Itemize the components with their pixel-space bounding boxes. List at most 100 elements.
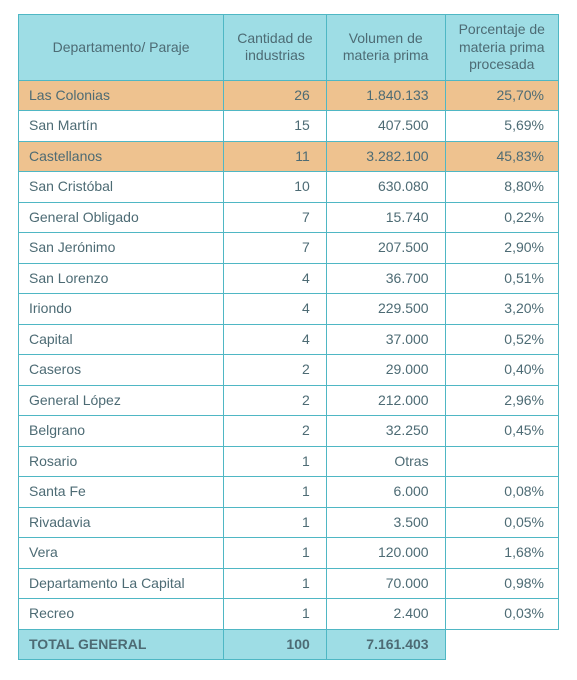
cell-vol: 37.000 <box>326 324 445 355</box>
cell-vol: Otras <box>326 446 445 477</box>
table-row: San Cristóbal10630.0808,80% <box>19 172 559 203</box>
cell-qty: 1 <box>224 477 327 508</box>
cell-label: San Martín <box>19 111 224 142</box>
cell-qty: 11 <box>224 141 327 172</box>
cell-pct: 3,20% <box>445 294 558 325</box>
header-row: Departamento/ Paraje Cantidad de industr… <box>19 15 559 81</box>
cell-label: Rivadavia <box>19 507 224 538</box>
cell-qty: 2 <box>224 355 327 386</box>
table-row: General Obligado715.7400,22% <box>19 202 559 233</box>
cell-label: Belgrano <box>19 416 224 447</box>
col-porcentaje: Porcentaje de materia prima procesada <box>445 15 558 81</box>
cell-qty: 2 <box>224 416 327 447</box>
cell-pct: 0,51% <box>445 263 558 294</box>
col-volumen: Volumen de materia prima <box>326 15 445 81</box>
cell-pct: 0,98% <box>445 568 558 599</box>
cell-label: Castellanos <box>19 141 224 172</box>
cell-vol: 120.000 <box>326 538 445 569</box>
cell-qty: 4 <box>224 294 327 325</box>
total-qty: 100 <box>224 629 327 660</box>
cell-qty: 1 <box>224 446 327 477</box>
cell-label: General López <box>19 385 224 416</box>
cell-qty: 1 <box>224 538 327 569</box>
cell-label: Las Colonias <box>19 80 224 111</box>
total-label: TOTAL GENERAL <box>19 629 224 660</box>
cell-vol: 32.250 <box>326 416 445 447</box>
cell-label: San Cristóbal <box>19 172 224 203</box>
cell-pct: 0,03% <box>445 599 558 630</box>
cell-qty: 2 <box>224 385 327 416</box>
industries-table: Departamento/ Paraje Cantidad de industr… <box>18 14 559 660</box>
col-cantidad: Cantidad de industrias <box>224 15 327 81</box>
cell-qty: 1 <box>224 599 327 630</box>
table-row: San Martín15407.5005,69% <box>19 111 559 142</box>
cell-pct: 1,68% <box>445 538 558 569</box>
table-row: Las Colonias261.840.13325,70% <box>19 80 559 111</box>
cell-pct: 0,22% <box>445 202 558 233</box>
table-row: Belgrano232.2500,45% <box>19 416 559 447</box>
table-row: Caseros229.0000,40% <box>19 355 559 386</box>
cell-pct: 0,40% <box>445 355 558 386</box>
total-vol: 7.161.403 <box>326 629 445 660</box>
cell-qty: 7 <box>224 202 327 233</box>
cell-pct <box>445 446 558 477</box>
cell-vol: 3.500 <box>326 507 445 538</box>
cell-qty: 1 <box>224 507 327 538</box>
table-row: Departamento La Capital170.0000,98% <box>19 568 559 599</box>
cell-label: Capital <box>19 324 224 355</box>
cell-label: San Jerónimo <box>19 233 224 264</box>
cell-qty: 26 <box>224 80 327 111</box>
cell-pct: 5,69% <box>445 111 558 142</box>
table-row: Rosario1Otras <box>19 446 559 477</box>
cell-vol: 212.000 <box>326 385 445 416</box>
table-row: General López2212.0002,96% <box>19 385 559 416</box>
cell-qty: 7 <box>224 233 327 264</box>
cell-vol: 70.000 <box>326 568 445 599</box>
cell-pct: 25,70% <box>445 80 558 111</box>
total-row: TOTAL GENERAL1007.161.403 <box>19 629 559 660</box>
cell-pct: 0,45% <box>445 416 558 447</box>
cell-label: Iriondo <box>19 294 224 325</box>
table-row: Santa Fe16.0000,08% <box>19 477 559 508</box>
cell-vol: 15.740 <box>326 202 445 233</box>
cell-qty: 15 <box>224 111 327 142</box>
cell-pct: 45,83% <box>445 141 558 172</box>
cell-label: San Lorenzo <box>19 263 224 294</box>
cell-vol: 36.700 <box>326 263 445 294</box>
table-row: Recreo12.4000,03% <box>19 599 559 630</box>
cell-pct: 8,80% <box>445 172 558 203</box>
cell-pct: 2,96% <box>445 385 558 416</box>
cell-pct: 2,90% <box>445 233 558 264</box>
cell-label: Caseros <box>19 355 224 386</box>
cell-vol: 6.000 <box>326 477 445 508</box>
cell-vol: 630.080 <box>326 172 445 203</box>
cell-vol: 207.500 <box>326 233 445 264</box>
cell-vol: 407.500 <box>326 111 445 142</box>
table-row: San Jerónimo7207.5002,90% <box>19 233 559 264</box>
cell-label: Recreo <box>19 599 224 630</box>
cell-pct: 0,08% <box>445 477 558 508</box>
cell-label: General Obligado <box>19 202 224 233</box>
cell-label: Santa Fe <box>19 477 224 508</box>
cell-vol: 2.400 <box>326 599 445 630</box>
table-row: Vera1120.0001,68% <box>19 538 559 569</box>
cell-vol: 3.282.100 <box>326 141 445 172</box>
cell-label: Departamento La Capital <box>19 568 224 599</box>
cell-qty: 1 <box>224 568 327 599</box>
cell-vol: 229.500 <box>326 294 445 325</box>
table-row: Capital437.0000,52% <box>19 324 559 355</box>
cell-vol: 29.000 <box>326 355 445 386</box>
cell-pct: 0,52% <box>445 324 558 355</box>
cell-vol: 1.840.133 <box>326 80 445 111</box>
cell-qty: 4 <box>224 263 327 294</box>
total-pct <box>445 629 558 660</box>
table-row: Castellanos113.282.10045,83% <box>19 141 559 172</box>
table-row: Iriondo4229.5003,20% <box>19 294 559 325</box>
cell-qty: 4 <box>224 324 327 355</box>
table-row: San Lorenzo436.7000,51% <box>19 263 559 294</box>
cell-label: Vera <box>19 538 224 569</box>
cell-label: Rosario <box>19 446 224 477</box>
col-departamento: Departamento/ Paraje <box>19 15 224 81</box>
cell-pct: 0,05% <box>445 507 558 538</box>
table-row: Rivadavia13.5000,05% <box>19 507 559 538</box>
